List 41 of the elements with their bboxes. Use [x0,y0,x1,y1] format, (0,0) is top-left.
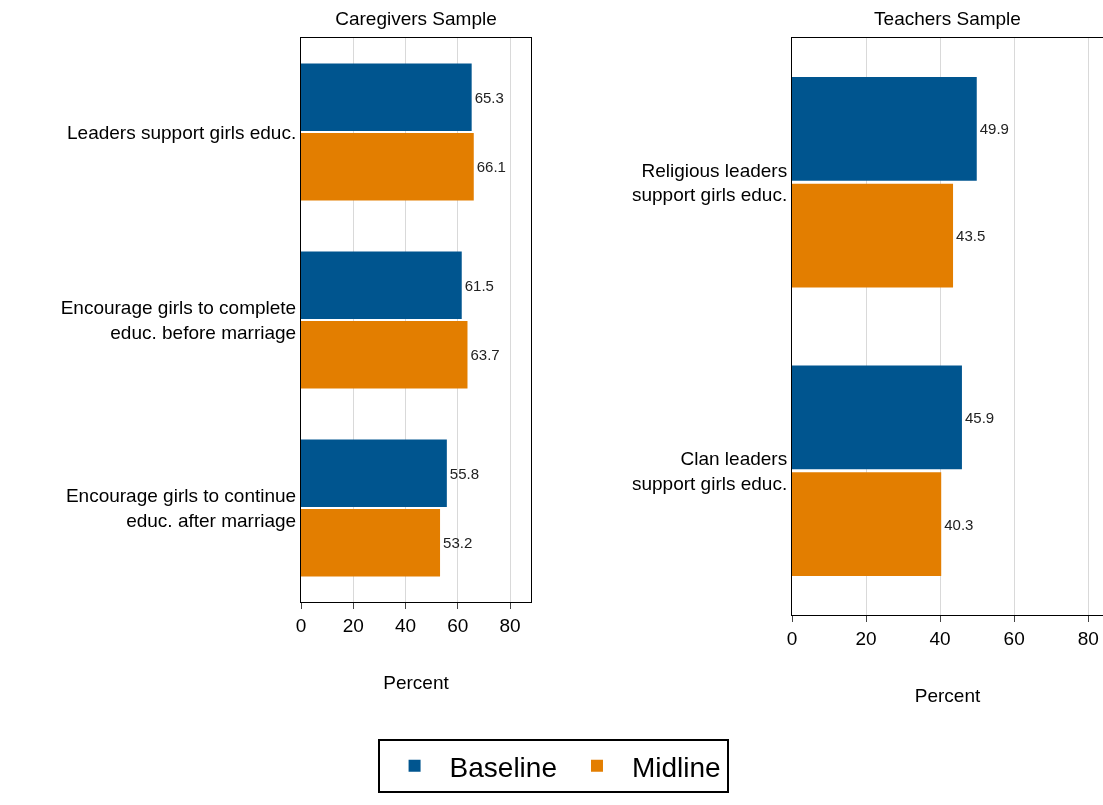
x-tick-label: 60 [1003,627,1025,649]
x-tick-label: 20 [855,627,877,649]
data-label: 55.8 [449,464,480,482]
x-axis-title: Percent [383,671,450,693]
data-label: 43.5 [956,227,986,245]
y-tick-label: Encourage girls to complete educ. before marriage [60,297,297,343]
bar [792,183,954,288]
data-label: 49.9 [979,120,1009,138]
y-tick-label: Encourage girls to continue educ. after marriage [65,485,297,531]
x-tick-label: 60 [447,614,469,636]
legend-label: Baseline [449,751,557,783]
x-axis-title: Percent [914,684,981,706]
chart-title: Caregivers Sample [335,8,497,30]
bar [301,321,468,389]
y-tick-label: Religious leaders support girls educ. [631,159,788,206]
x-tick-label: 0 [786,627,798,649]
x-tick-label: 40 [929,627,951,649]
y-tick-label: Leaders support girls educ. [67,121,297,143]
bar [301,509,441,577]
data-label: 66.1 [476,158,506,176]
data-label: 53.2 [443,534,473,552]
bar [301,63,472,131]
bar [301,133,474,201]
data-label: 40.3 [944,515,974,533]
chart-title: Teachers Sample [874,8,1021,30]
y-tick-label: Clan leaders support girls educ. [631,448,788,494]
data-label: 45.9 [964,408,995,426]
bar [792,365,962,470]
x-tick-label: 40 [394,614,417,636]
bar [792,77,977,181]
x-tick-label: 80 [1077,627,1099,649]
x-tick-label: 80 [499,614,521,636]
bar [792,472,942,576]
data-label: 61.5 [464,276,494,294]
bar [301,251,462,319]
bar [301,439,447,507]
legend-label: Midline [631,751,721,783]
data-label: 65.3 [474,88,504,106]
x-tick-label: 0 [295,614,307,636]
data-label: 63.7 [470,346,500,364]
x-tick-label: 20 [342,614,364,636]
